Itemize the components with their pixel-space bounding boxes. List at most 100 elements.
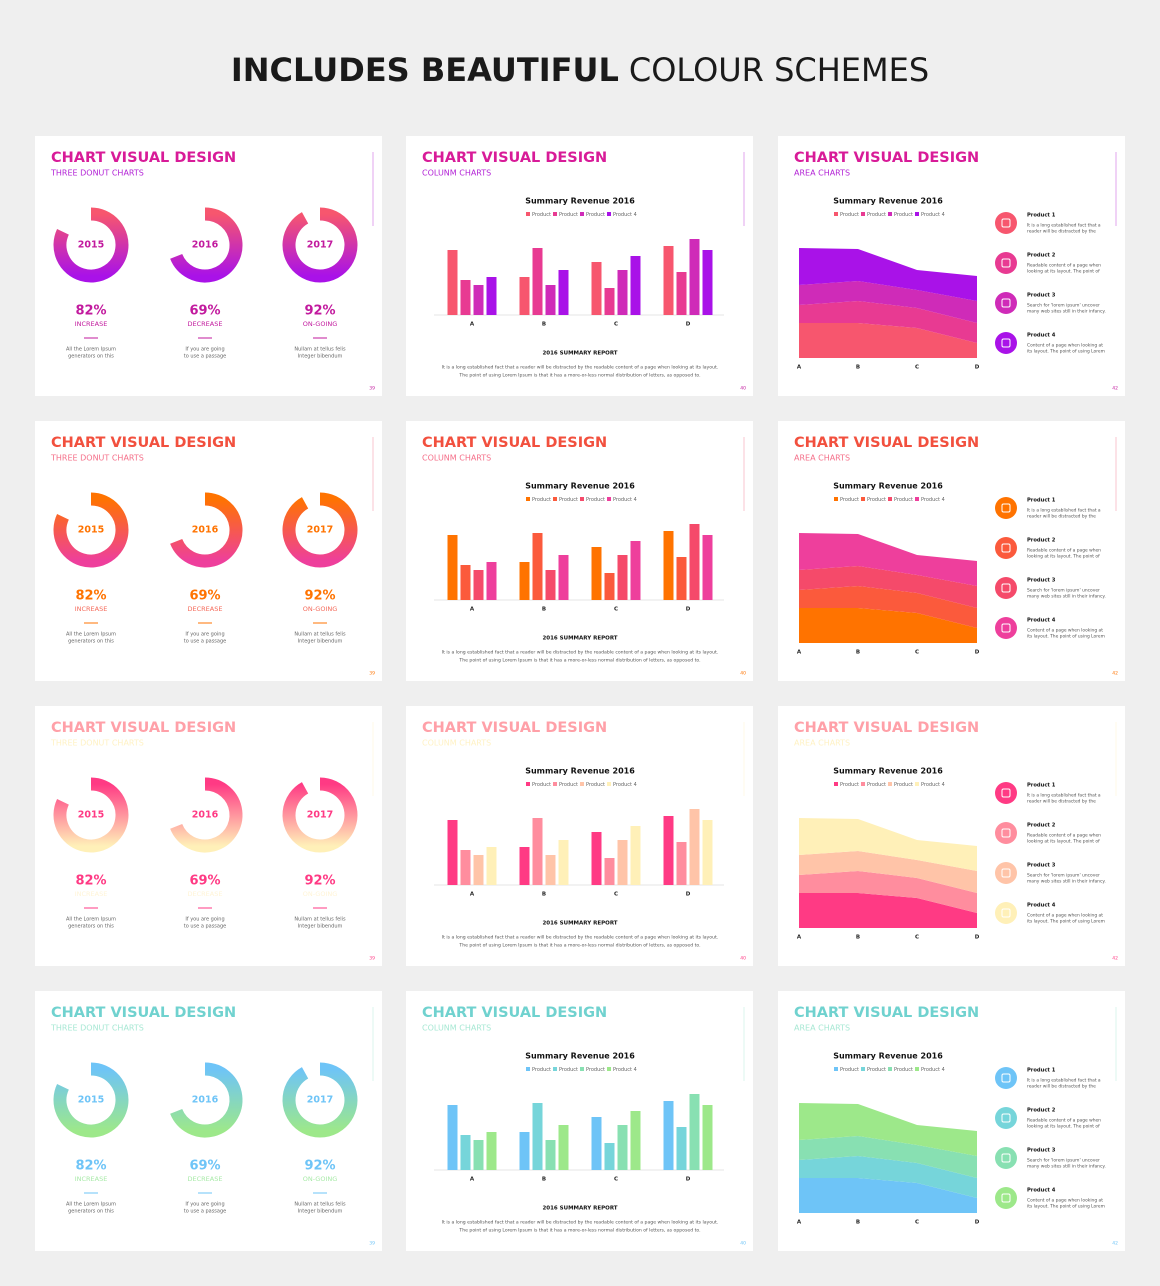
donut-year: 2017 bbox=[307, 240, 333, 251]
product-text: its layout. The point of using Lorem bbox=[1027, 349, 1105, 355]
bar bbox=[486, 277, 497, 315]
legend-label: Product 4 bbox=[921, 1067, 945, 1073]
bar bbox=[558, 1125, 569, 1170]
x-tick-label: C bbox=[614, 892, 618, 898]
bar bbox=[460, 850, 471, 885]
legend-label: Product 3 bbox=[586, 782, 610, 788]
x-tick-label: B bbox=[542, 1177, 546, 1183]
donut-status: DECREASE bbox=[188, 320, 223, 328]
legend-swatch bbox=[915, 497, 919, 501]
donut-status: INCREASE bbox=[75, 890, 108, 898]
bar bbox=[630, 826, 641, 885]
product-text: Content of a page when looking at bbox=[1027, 1198, 1103, 1204]
product-icon bbox=[995, 782, 1017, 804]
legend-swatch bbox=[607, 497, 611, 501]
bar bbox=[447, 1105, 458, 1170]
legend-label: Product 1 bbox=[840, 497, 864, 503]
bar bbox=[473, 855, 484, 885]
bar bbox=[473, 1140, 484, 1170]
area bbox=[799, 1156, 977, 1198]
donut-year: 2016 bbox=[192, 1095, 219, 1106]
x-tick-label: A bbox=[797, 650, 802, 656]
bar bbox=[460, 280, 471, 315]
product-text: Content of a page when looking at bbox=[1027, 343, 1103, 349]
product-name: Product 3 bbox=[1027, 1148, 1056, 1154]
slide-background bbox=[35, 706, 382, 966]
slide-background bbox=[35, 421, 382, 681]
donut-percent: 92% bbox=[304, 1159, 335, 1174]
slide: CHART VISUAL DESIGN THREE DONUT CHARTS 39 2… bbox=[35, 706, 382, 966]
product-icon-glyph bbox=[1001, 298, 1011, 308]
bar bbox=[486, 847, 497, 885]
bar bbox=[676, 842, 687, 885]
x-tick-label: B bbox=[856, 650, 860, 656]
legend-label: Product 1 bbox=[532, 212, 556, 218]
bar bbox=[689, 809, 700, 885]
donut-note: If you are going bbox=[185, 632, 224, 638]
legend-swatch bbox=[861, 212, 865, 216]
product-icon bbox=[995, 822, 1017, 844]
donut-arc bbox=[53, 207, 129, 283]
donut-arc bbox=[282, 207, 358, 283]
product-text: Search for 'lorem ipsum' uncover bbox=[1027, 873, 1100, 879]
legend-swatch bbox=[553, 1067, 557, 1071]
bar bbox=[702, 535, 713, 600]
x-tick-label: C bbox=[614, 322, 618, 328]
slide: CHART VISUAL DESIGN AREA CHARTS 42 Summary … bbox=[778, 706, 1125, 966]
slide-background bbox=[35, 136, 382, 396]
legend-label: Product 2 bbox=[559, 497, 583, 503]
legend-label: Product 3 bbox=[586, 1067, 610, 1073]
x-tick-label: D bbox=[975, 650, 980, 656]
product-icon-glyph bbox=[1001, 543, 1011, 553]
legend-label: Product 2 bbox=[867, 212, 891, 218]
chart-title: Summary Revenue 2016 bbox=[833, 767, 943, 776]
product-icon bbox=[995, 212, 1017, 234]
legend-label: Product 1 bbox=[840, 1067, 864, 1073]
product-icon-glyph bbox=[1001, 788, 1011, 798]
donut-note: generators on this bbox=[68, 1209, 114, 1215]
legend-swatch bbox=[915, 212, 919, 216]
x-tick-label: A bbox=[470, 322, 475, 328]
x-tick-label: B bbox=[542, 322, 546, 328]
slide-title: CHART VISUAL DESIGN bbox=[422, 720, 607, 736]
x-tick-label: B bbox=[856, 1220, 860, 1226]
report-text: The point of using Lorem Ipsum is that i… bbox=[458, 943, 700, 949]
slide-subtitle: AREA CHARTS bbox=[794, 1024, 850, 1033]
donut-percent: 82% bbox=[75, 589, 106, 604]
legend-label: Product 4 bbox=[613, 1067, 637, 1073]
slide-title: CHART VISUAL DESIGN bbox=[422, 435, 607, 451]
bar bbox=[545, 570, 556, 600]
bar bbox=[447, 250, 458, 315]
legend-label: Product 4 bbox=[613, 212, 637, 218]
bar bbox=[591, 262, 602, 315]
product-icon-glyph bbox=[1001, 908, 1011, 918]
donut-note: Nullam at tellus felis bbox=[294, 1202, 346, 1208]
product-text: many web sites still in their infancy. bbox=[1027, 879, 1106, 885]
donut-percent: 69% bbox=[189, 874, 220, 889]
donut-year: 2017 bbox=[307, 1095, 333, 1106]
donut-arc bbox=[53, 1062, 129, 1138]
chart-title: Summary Revenue 2016 bbox=[525, 1052, 635, 1061]
donut-note: generators on this bbox=[68, 924, 114, 930]
legend-swatch bbox=[580, 212, 584, 216]
donut-note: Integer bibendum bbox=[298, 639, 343, 645]
slide-title: CHART VISUAL DESIGN bbox=[422, 1005, 607, 1021]
report-text: It is a long established fact that a rea… bbox=[442, 935, 719, 941]
donut-arc bbox=[282, 777, 358, 853]
product-text: It is a long established fact that a bbox=[1027, 1078, 1101, 1084]
donut-note: to use a passage bbox=[184, 639, 226, 645]
slide-subtitle: COLUNM CHARTS bbox=[422, 739, 491, 748]
bar bbox=[558, 270, 569, 315]
product-name: Product 1 bbox=[1027, 783, 1056, 789]
bar bbox=[532, 1103, 543, 1170]
product-name: Product 1 bbox=[1027, 498, 1056, 504]
legend-label: Product 3 bbox=[894, 212, 918, 218]
bar bbox=[447, 820, 458, 885]
bar bbox=[460, 1135, 471, 1170]
donut-year: 2017 bbox=[307, 525, 333, 536]
product-icon-glyph bbox=[1001, 503, 1011, 513]
legend-swatch bbox=[861, 497, 865, 501]
legend-swatch bbox=[580, 782, 584, 786]
product-icon bbox=[995, 862, 1017, 884]
